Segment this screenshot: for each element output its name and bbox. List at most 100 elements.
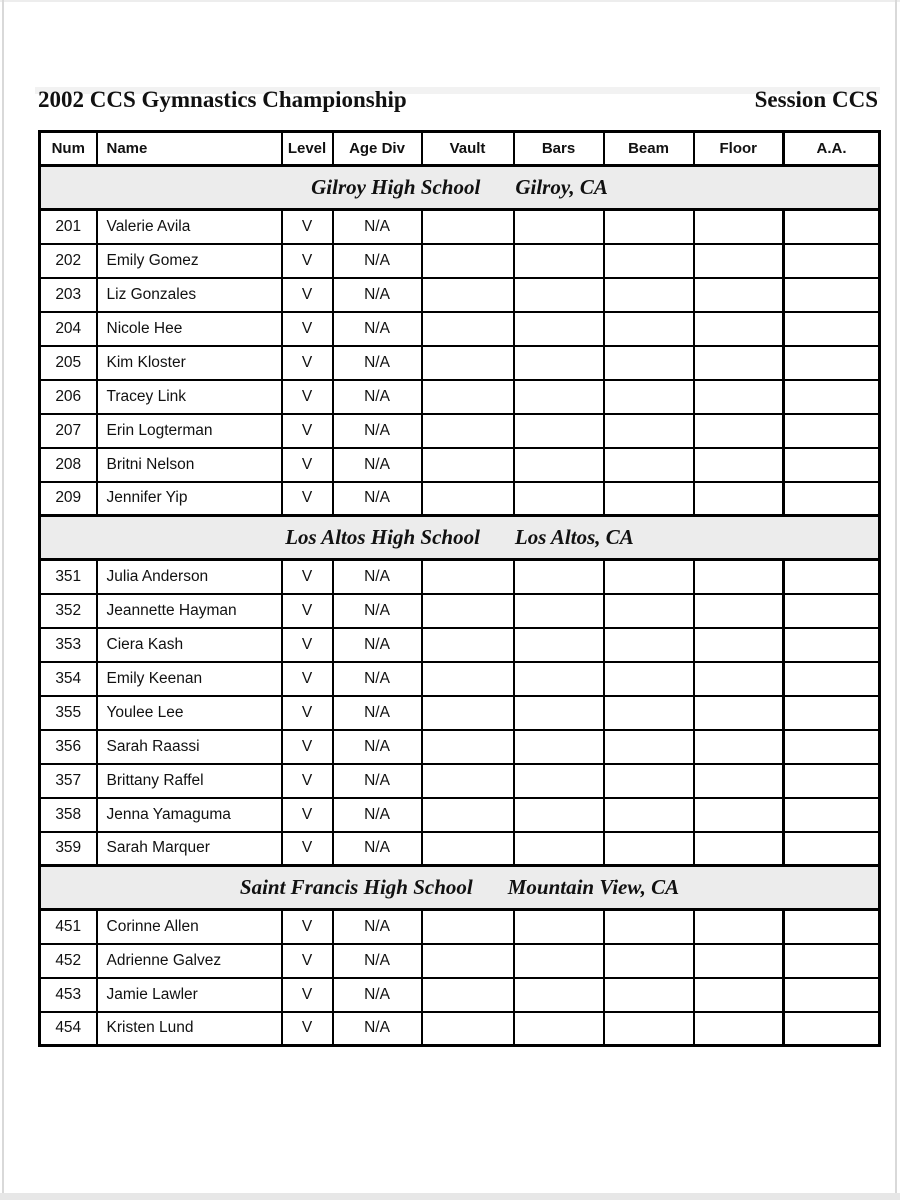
- cell-beam: [602, 412, 695, 449]
- cell-vault: [420, 276, 515, 313]
- column-header-beam: Beam: [602, 130, 695, 167]
- school-location: Mountain View, CA: [507, 875, 680, 899]
- cell-bars: [512, 412, 605, 449]
- cell-num: 206: [38, 378, 98, 415]
- cell-level: V: [280, 908, 334, 945]
- cell-name: Valerie Avila: [95, 208, 283, 245]
- cell-floor: [692, 1010, 785, 1047]
- cell-num: 201: [38, 208, 98, 245]
- table-row: 201 Valerie Avila V N/A: [38, 208, 881, 245]
- session-label: Session CCS: [754, 87, 878, 112]
- table-row: 453 Jamie Lawler V N/A: [38, 976, 881, 1013]
- school-name: Gilroy High School: [311, 175, 481, 199]
- cell-agediv: N/A: [331, 310, 423, 347]
- cell-bars: [512, 976, 605, 1013]
- cell-beam: [602, 344, 695, 381]
- cell-vault: [420, 1010, 515, 1047]
- cell-level: V: [280, 208, 334, 245]
- cell-aa: [782, 378, 881, 415]
- cell-floor: [692, 830, 785, 867]
- cell-beam: [602, 728, 695, 765]
- cell-num: 202: [38, 242, 98, 279]
- cell-beam: [602, 242, 695, 279]
- cell-beam: [602, 660, 695, 697]
- cell-agediv: N/A: [331, 592, 423, 629]
- cell-agediv: N/A: [331, 446, 423, 483]
- cell-agediv: N/A: [331, 942, 423, 979]
- cell-beam: [602, 830, 695, 867]
- page-edge-right: [895, 0, 897, 1193]
- cell-bars: [512, 480, 605, 517]
- table-row: 352 Jeannette Hayman V N/A: [38, 592, 881, 629]
- cell-bars: [512, 276, 605, 313]
- table-row: 454 Kristen Lund V N/A: [38, 1010, 881, 1047]
- cell-vault: [420, 242, 515, 279]
- scan-artifact-band: [35, 87, 880, 94]
- cell-vault: [420, 558, 515, 595]
- cell-level: V: [280, 942, 334, 979]
- cell-bars: [512, 908, 605, 945]
- cell-aa: [782, 830, 881, 867]
- cell-floor: [692, 592, 785, 629]
- cell-bars: [512, 796, 605, 833]
- cell-beam: [602, 208, 695, 245]
- cell-agediv: N/A: [331, 558, 423, 595]
- cell-vault: [420, 446, 515, 483]
- column-header-agediv: Age Div: [331, 130, 423, 167]
- cell-name: Jeannette Hayman: [95, 592, 283, 629]
- table-row: 354 Emily Keenan V N/A: [38, 660, 881, 697]
- cell-bars: [512, 558, 605, 595]
- roster-table: Num Name Level Age Div Vault Bars Beam Floor A.A…: [38, 130, 881, 1047]
- cell-bars: [512, 762, 605, 799]
- page-edge-top: [0, 0, 900, 2]
- cell-aa: [782, 276, 881, 313]
- table-row: 204 Nicole Hee V N/A: [38, 310, 881, 347]
- cell-name: Kristen Lund: [95, 1010, 283, 1047]
- cell-floor: [692, 276, 785, 313]
- cell-name: Jenna Yamaguma: [95, 796, 283, 833]
- cell-level: V: [280, 412, 334, 449]
- cell-level: V: [280, 626, 334, 663]
- cell-vault: [420, 344, 515, 381]
- cell-agediv: N/A: [331, 242, 423, 279]
- column-header-name: Name: [95, 130, 283, 167]
- cell-aa: [782, 592, 881, 629]
- cell-agediv: N/A: [331, 412, 423, 449]
- cell-num: 355: [38, 694, 98, 731]
- cell-bars: [512, 728, 605, 765]
- table-row: 202 Emily Gomez V N/A: [38, 242, 881, 279]
- cell-floor: [692, 908, 785, 945]
- cell-agediv: N/A: [331, 626, 423, 663]
- table-row: 357 Brittany Raffel V N/A: [38, 762, 881, 799]
- table-row: 359 Sarah Marquer V N/A: [38, 830, 881, 867]
- cell-bars: [512, 694, 605, 731]
- cell-name: Erin Logterman: [95, 412, 283, 449]
- cell-bars: [512, 344, 605, 381]
- cell-agediv: N/A: [331, 378, 423, 415]
- cell-name: Jennifer Yip: [95, 480, 283, 517]
- cell-num: 354: [38, 660, 98, 697]
- school-section-header: Saint Francis High School Mountain View, …: [38, 864, 881, 911]
- cell-aa: [782, 344, 881, 381]
- cell-aa: [782, 908, 881, 945]
- column-header-level: Level: [280, 130, 334, 167]
- cell-agediv: N/A: [331, 762, 423, 799]
- cell-num: 357: [38, 762, 98, 799]
- cell-level: V: [280, 310, 334, 347]
- cell-num: 205: [38, 344, 98, 381]
- cell-floor: [692, 208, 785, 245]
- cell-bars: [512, 242, 605, 279]
- cell-floor: [692, 796, 785, 833]
- cell-floor: [692, 558, 785, 595]
- cell-name: Adrienne Galvez: [95, 942, 283, 979]
- cell-level: V: [280, 446, 334, 483]
- cell-aa: [782, 626, 881, 663]
- school-name: Saint Francis High School: [239, 875, 473, 899]
- page-edge-left: [2, 0, 4, 1200]
- cell-level: V: [280, 976, 334, 1013]
- cell-agediv: N/A: [331, 830, 423, 867]
- cell-vault: [420, 908, 515, 945]
- cell-vault: [420, 660, 515, 697]
- cell-floor: [692, 660, 785, 697]
